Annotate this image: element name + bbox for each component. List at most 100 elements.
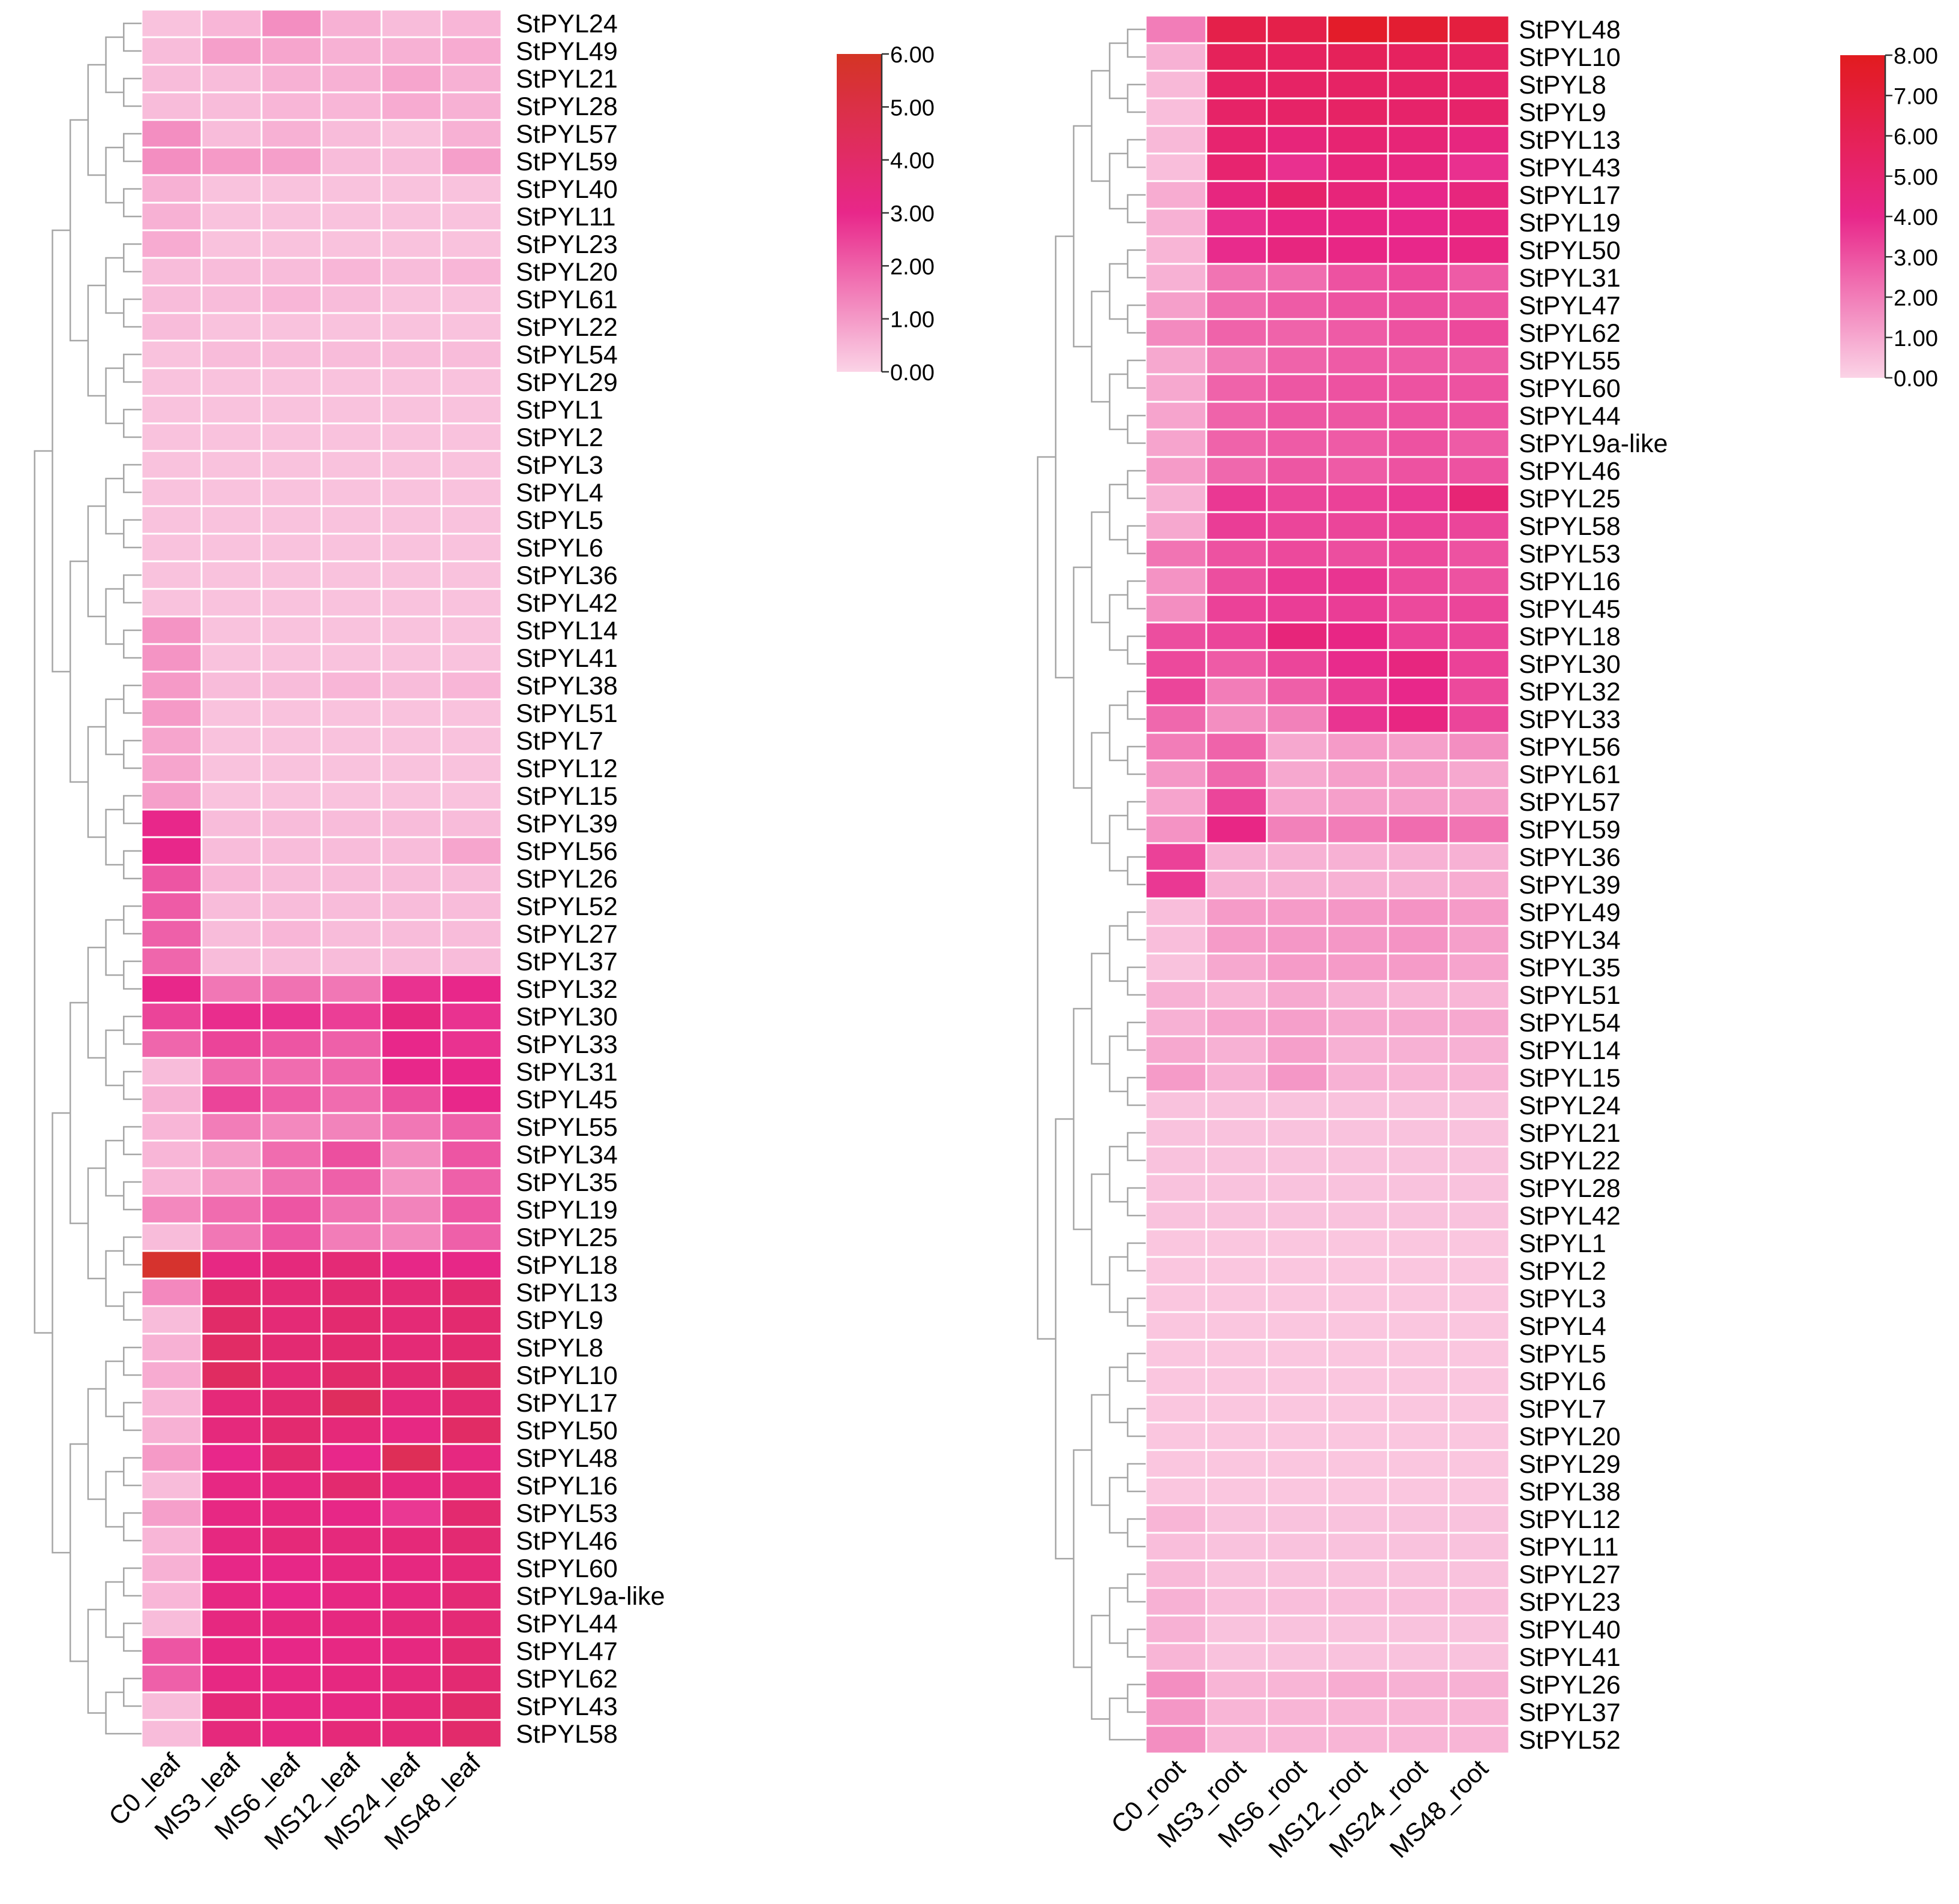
dendrogram-branch <box>1108 704 1128 762</box>
dendrogram-branch <box>123 408 142 438</box>
heatmap-cell <box>140 1195 203 1225</box>
dendrogram-branch <box>123 1181 142 1211</box>
heatmap-cell <box>260 395 323 425</box>
dendrogram-branch <box>105 257 124 314</box>
row-label: StPYL39 <box>1519 871 1621 900</box>
heatmap-cell <box>320 1250 383 1280</box>
heatmap-cell <box>1205 428 1268 458</box>
heatmap-cell <box>1447 1035 1510 1065</box>
heatmap-cell <box>1387 952 1450 982</box>
heatmap-cell <box>440 1498 503 1528</box>
heatmap-cell <box>1266 1697 1329 1727</box>
heatmap-cell <box>1266 428 1329 458</box>
heatmap-cell <box>1326 14 1389 44</box>
heatmap-cell <box>1205 1228 1268 1258</box>
heatmap-cell <box>1205 1394 1268 1424</box>
heatmap-cell <box>380 1526 443 1556</box>
dendrogram-branch <box>1126 1076 1146 1106</box>
row-label: StPYL21 <box>516 65 618 94</box>
heatmap-cell <box>1387 704 1450 734</box>
heatmap-cell <box>1326 42 1389 72</box>
heatmap-cell <box>1144 1642 1207 1672</box>
heatmap-cell <box>1144 511 1207 541</box>
heatmap-cell <box>140 1029 203 1059</box>
heatmap-cell <box>380 339 443 369</box>
row-label: StPYL50 <box>1519 236 1621 265</box>
dendrogram-branch <box>1090 732 1110 844</box>
row-label: StPYL29 <box>516 368 618 397</box>
heatmap-cell <box>320 891 383 921</box>
row-label: StPYL23 <box>516 230 618 259</box>
heatmap-cell <box>1144 1614 1207 1644</box>
heatmap-cell <box>1387 1311 1450 1341</box>
heatmap-cell <box>1205 649 1268 679</box>
heatmap-cell <box>1387 345 1450 375</box>
row-label: StPYL15 <box>516 782 618 811</box>
heatmap-cell <box>440 1112 503 1142</box>
heatmap-cell <box>1266 125 1329 155</box>
row-label: StPYL48 <box>1519 16 1621 44</box>
heatmap-cell <box>320 1305 383 1335</box>
dendrogram-branch <box>34 450 53 1334</box>
heatmap-cell <box>200 1719 263 1749</box>
heatmap-cell <box>380 615 443 645</box>
color-scale-tick-label: 1.00 <box>1894 326 1938 351</box>
heatmap-cell <box>1447 1311 1510 1341</box>
heatmap-cell <box>1266 345 1329 375</box>
heatmap-cell <box>1387 373 1450 403</box>
heatmap-cell <box>440 1167 503 1197</box>
row-label: StPYL14 <box>1519 1036 1621 1065</box>
heatmap-cell <box>260 808 323 838</box>
heatmap-cell <box>1326 1007 1389 1037</box>
heatmap-cell <box>1144 759 1207 789</box>
heatmap-cell <box>1387 1035 1450 1065</box>
heatmap-cell <box>140 1498 203 1528</box>
heatmap-cell <box>440 974 503 1004</box>
heatmap-cell <box>1447 14 1510 44</box>
heatmap-cell <box>260 505 323 535</box>
row-label: StPYL42 <box>1519 1202 1621 1231</box>
heatmap-cell <box>1387 70 1450 100</box>
heatmap-cell <box>320 1608 383 1638</box>
heatmap-cell <box>440 36 503 66</box>
heatmap-cell <box>1205 539 1268 569</box>
heatmap-cell <box>1387 152 1450 182</box>
heatmap-cell <box>200 643 263 673</box>
heatmap-cell <box>140 91 203 121</box>
heatmap-cell <box>380 753 443 783</box>
heatmap-cell <box>1205 401 1268 431</box>
heatmap-cell <box>1447 318 1510 348</box>
dendrogram-branch <box>123 960 142 990</box>
heatmap-cell <box>140 781 203 811</box>
heatmap-cell <box>1266 814 1329 844</box>
heatmap-cell <box>1266 180 1329 210</box>
dendrogram-branch <box>1126 1132 1146 1162</box>
row-label: StPYL4 <box>1519 1312 1606 1341</box>
color-scale-tick-label: 2.00 <box>1894 286 1938 311</box>
dendrogram-branch <box>123 243 142 273</box>
heatmap-cell <box>440 919 503 949</box>
heatmap-cell <box>140 836 203 866</box>
heatmap-cell <box>1266 511 1329 541</box>
heatmap-cell <box>200 726 263 756</box>
row-label: StPYL5 <box>516 506 603 535</box>
heatmap-cell <box>200 1691 263 1721</box>
color-scale-tick-label: 0.00 <box>1894 366 1938 392</box>
heatmap-cell <box>200 64 263 94</box>
dendrogram-branch <box>1072 125 1092 348</box>
row-label: StPYL46 <box>516 1527 618 1556</box>
row-label: StPYL27 <box>1519 1560 1621 1589</box>
heatmap-cell <box>1447 1642 1510 1672</box>
heatmap-cell <box>1266 925 1329 955</box>
heatmap-cell <box>260 1360 323 1390</box>
dendrogram-branch <box>1126 966 1146 996</box>
heatmap-cell <box>440 1360 503 1390</box>
heatmap-cell <box>380 201 443 231</box>
dendrogram-branch <box>1036 456 1056 1340</box>
row-label: StPYL18 <box>516 1251 618 1280</box>
heatmap-cell <box>440 808 503 838</box>
heatmap-cell <box>1326 483 1389 513</box>
heatmap-cell <box>320 1388 383 1418</box>
heatmap-cell <box>1447 897 1510 927</box>
heatmap-cell <box>260 1691 323 1721</box>
